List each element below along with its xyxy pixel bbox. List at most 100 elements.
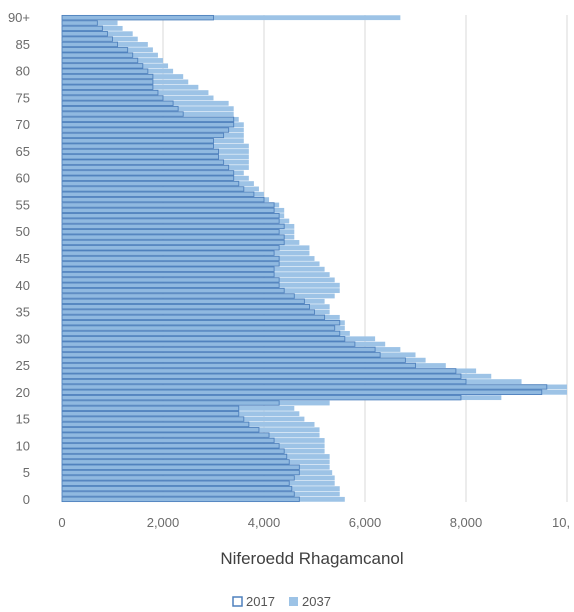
bar-2017	[61, 357, 406, 363]
bar-2017	[61, 362, 416, 369]
bar-2037	[62, 282, 340, 288]
bar-2017	[61, 384, 548, 390]
bar-2037	[62, 395, 502, 401]
bar-2017	[61, 405, 240, 412]
bar-2037	[62, 175, 249, 181]
bar-2017	[61, 212, 280, 219]
bar-2017	[61, 411, 240, 417]
bar-2037	[62, 331, 350, 336]
bar-2017	[61, 378, 467, 385]
x-tick-label: 4,000	[248, 515, 281, 530]
bar-2037	[62, 293, 335, 299]
y-tick-label: 70	[16, 117, 30, 132]
bar-2017	[61, 175, 235, 181]
bar-2037	[62, 336, 376, 342]
bar-2037	[62, 165, 249, 170]
legend-swatch-2037	[289, 597, 298, 606]
x-tick-label: 2,000	[147, 515, 180, 530]
bar-2017	[61, 132, 225, 139]
bar-2037	[62, 347, 401, 352]
bar-2017	[61, 105, 179, 112]
bar-2037	[62, 100, 229, 106]
y-tick-label: 80	[16, 64, 30, 79]
bar-2017	[61, 73, 154, 80]
bar-2017	[61, 245, 280, 251]
bar-2037	[62, 373, 492, 379]
bar-2037	[62, 411, 300, 417]
bar-2017	[61, 154, 220, 160]
bar-2037	[62, 122, 244, 128]
x-tick-label: 0	[58, 515, 65, 530]
bar-2017	[61, 293, 295, 299]
bar-2037	[62, 186, 259, 192]
bar-2037	[62, 470, 333, 475]
bar-2017	[61, 223, 285, 230]
bar-2037	[62, 459, 330, 465]
y-tick-label: 60	[16, 171, 30, 186]
bar-2017	[61, 491, 295, 497]
bar-2017	[61, 191, 255, 197]
bar-2037	[62, 90, 209, 96]
bar-2037	[62, 314, 340, 320]
bar-2037	[62, 63, 169, 69]
bar-2017	[61, 52, 134, 58]
bar-2037	[62, 47, 153, 53]
bar-2037	[62, 400, 330, 406]
bar-2017	[61, 320, 341, 326]
bar-2017	[61, 79, 154, 85]
bar-2037	[62, 170, 244, 176]
bar-2037	[62, 416, 305, 422]
legend-swatch-2017	[232, 596, 243, 607]
bar-2017	[61, 298, 305, 305]
bar-2037	[62, 138, 244, 144]
bar-2017	[61, 31, 108, 37]
y-tick-label: 85	[16, 37, 30, 52]
y-tick-label: 35	[16, 305, 30, 320]
bar-2017	[61, 400, 280, 406]
bar-2017	[61, 416, 245, 422]
bar-2037	[62, 256, 315, 261]
bar-2017	[61, 389, 543, 395]
bar-2037	[62, 432, 320, 438]
y-tick-label: 20	[16, 385, 30, 400]
bar-2037	[62, 223, 295, 229]
bar-2037	[62, 496, 345, 502]
bar-2017	[61, 47, 129, 53]
bar-2037	[62, 357, 426, 363]
bar-2017	[61, 143, 214, 149]
bar-2037	[62, 218, 290, 224]
bar-2037	[62, 363, 446, 368]
bar-2037	[62, 480, 335, 486]
bar-2017	[61, 111, 184, 117]
bar-2037	[62, 448, 325, 454]
bar-2017	[61, 475, 295, 481]
bar-2017	[61, 373, 462, 379]
bar-2017	[61, 480, 290, 486]
bar-2017	[61, 443, 280, 449]
bar-2037	[62, 68, 174, 74]
bar-2017	[61, 282, 280, 288]
bar-2017	[61, 14, 214, 21]
series-2037-bars	[62, 15, 567, 502]
bar-2037	[62, 405, 295, 411]
bar-2017	[61, 427, 260, 433]
bar-2017	[61, 330, 341, 337]
bar-2017	[61, 84, 154, 90]
bar-2017	[61, 218, 280, 224]
bar-2037	[62, 491, 340, 497]
legend-label-2037: 2037	[302, 594, 331, 609]
bar-2037	[62, 443, 325, 449]
bar-2017	[61, 148, 220, 155]
bar-2037	[62, 74, 184, 79]
y-tick-label: 65	[16, 144, 30, 159]
bar-2037	[62, 143, 249, 149]
bar-2037	[62, 116, 239, 122]
bar-2037	[62, 464, 330, 470]
bar-2037	[62, 245, 310, 251]
bar-2017	[61, 25, 103, 32]
bar-2017	[61, 138, 214, 144]
bar-2017	[61, 159, 225, 165]
legend-label-2017: 2017	[246, 594, 275, 609]
bar-2017	[61, 432, 270, 438]
